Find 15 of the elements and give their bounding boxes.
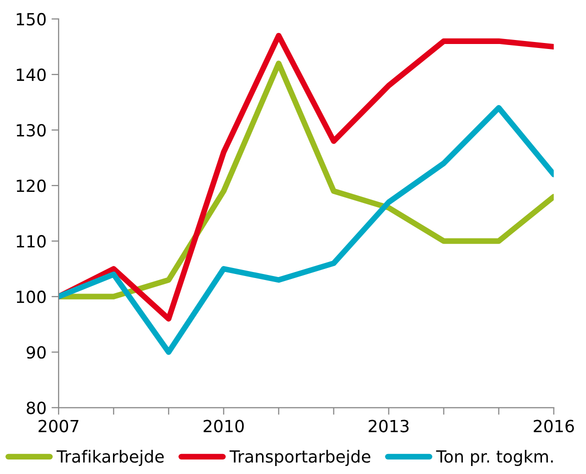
legend-label: Ton pr. togkm. [436,450,553,466]
y-tick-label: 90 [26,346,46,359]
y-tick-label: 120 [16,180,46,192]
y-tick-label: 130 [16,124,46,137]
y-tick-label: 150 [16,12,46,26]
x-tick-label: 2007 [38,420,78,432]
y-tick-label: 100 [16,290,46,304]
y-tick-label: 80 [26,402,46,414]
legend-label: Transportarbejde [230,450,370,466]
y-tick-label: 110 [16,235,46,248]
x-tick-label: 2010 [204,420,244,432]
legend-label: Trafikarbejde [56,450,164,466]
y-tick-label: 140 [16,68,46,82]
x-tick-label: 2013 [368,420,409,432]
x-tick-label: 2016 [534,420,574,432]
